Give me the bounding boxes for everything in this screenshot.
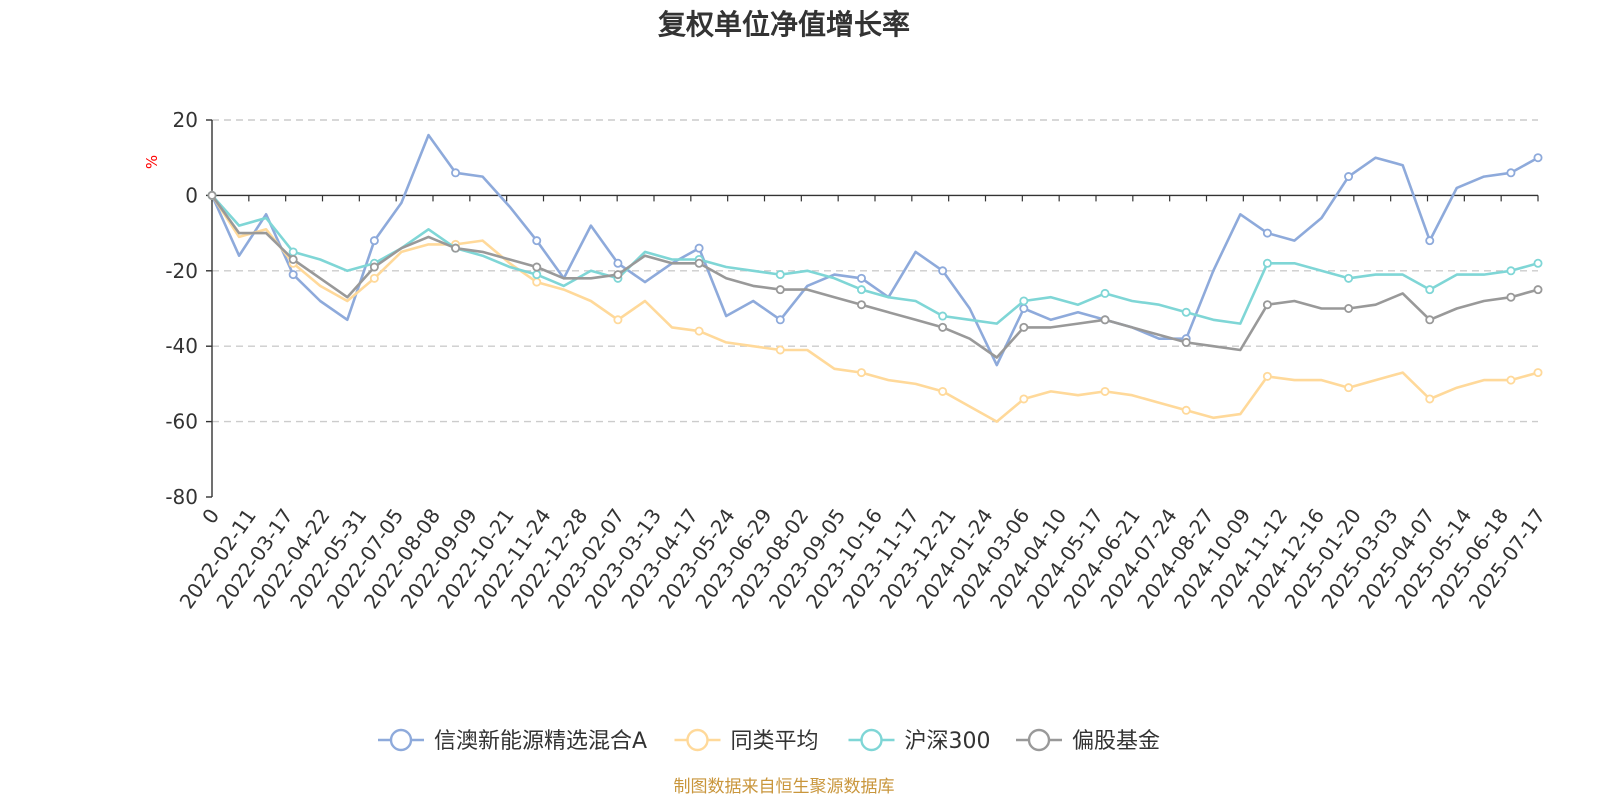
series-line — [210, 194, 1540, 423]
series-line — [210, 194, 1540, 325]
y-tick-label: 20 — [173, 108, 198, 132]
data-point — [856, 285, 866, 295]
data-point — [1506, 168, 1516, 178]
data-point — [288, 270, 298, 280]
data-point — [532, 277, 542, 287]
data-point — [938, 311, 948, 321]
data-point — [1262, 258, 1272, 268]
data-point — [1344, 172, 1354, 182]
data-point — [532, 236, 542, 246]
series-line — [210, 194, 1540, 359]
data-point — [1425, 394, 1435, 404]
data-point — [856, 300, 866, 310]
y-axis-unit-label: % — [143, 155, 161, 169]
data-point — [1533, 258, 1543, 268]
data-point — [1533, 153, 1543, 163]
data-point — [1506, 266, 1516, 276]
data-point — [613, 315, 623, 325]
legend-label: 偏股基金 — [1072, 729, 1160, 754]
data-point — [1344, 273, 1354, 283]
data-point — [1506, 375, 1516, 385]
data-point — [856, 273, 866, 283]
data-point — [1100, 386, 1110, 396]
data-point — [1181, 307, 1191, 317]
series-lines — [207, 133, 1543, 423]
data-point — [1181, 337, 1191, 347]
data-point — [775, 345, 785, 355]
y-tick-label: -40 — [165, 334, 198, 358]
legend-swatch-marker — [389, 728, 413, 752]
data-point — [775, 270, 785, 280]
y-tick-label: -60 — [165, 410, 198, 434]
data-point — [369, 273, 379, 283]
data-point — [451, 168, 461, 178]
legend-swatch-marker — [1027, 728, 1051, 752]
data-point — [1019, 322, 1029, 332]
data-point — [1019, 394, 1029, 404]
data-point — [1181, 405, 1191, 415]
data-point — [1019, 296, 1029, 306]
data-point — [1425, 315, 1435, 325]
y-tick-label: -20 — [165, 259, 198, 283]
legend-label: 同类平均 — [731, 729, 819, 754]
data-point — [1425, 285, 1435, 295]
data-point — [1262, 371, 1272, 381]
data-point — [1344, 383, 1354, 393]
data-point — [369, 262, 379, 272]
legend: 信澳新能源精选混合A 同类平均 沪深300 偏股基金 — [378, 728, 1160, 754]
data-point — [532, 262, 542, 272]
data-point — [1344, 303, 1354, 313]
data-point — [532, 270, 542, 280]
legend-label: 沪深300 — [905, 729, 991, 754]
data-point — [1506, 292, 1516, 302]
x-tick-label: 0 — [197, 504, 224, 528]
data-point — [1425, 236, 1435, 246]
data-point — [1262, 228, 1272, 238]
data-point — [938, 266, 948, 276]
data-point — [694, 258, 704, 268]
y-tick-label: 0 — [185, 183, 198, 207]
data-point — [613, 270, 623, 280]
data-point — [694, 326, 704, 336]
legend-label: 信澳新能源精选混合A — [434, 729, 647, 754]
data-point — [1019, 303, 1029, 313]
data-point — [1533, 368, 1543, 378]
data-point — [1262, 300, 1272, 310]
data-point — [451, 243, 461, 253]
data-point — [775, 285, 785, 295]
data-point — [1100, 315, 1110, 325]
legend-swatch-marker — [686, 728, 709, 752]
y-tick-label: -80 — [165, 485, 198, 509]
data-point — [369, 236, 379, 246]
chart-title: 复权单位净值增长率 — [658, 8, 910, 41]
data-point — [207, 190, 217, 200]
data-point — [288, 254, 298, 264]
data-point — [938, 386, 948, 396]
data-point — [1100, 288, 1110, 298]
data-source-note: 制图数据来自恒生聚源数据库 — [674, 777, 895, 797]
data-point — [856, 368, 866, 378]
data-point — [1533, 285, 1543, 295]
data-point — [288, 247, 298, 257]
legend-swatch-marker — [860, 728, 883, 752]
series-line — [210, 133, 1540, 367]
data-point — [694, 243, 704, 253]
data-point — [775, 315, 785, 325]
data-point — [613, 258, 623, 268]
data-point — [938, 322, 948, 332]
